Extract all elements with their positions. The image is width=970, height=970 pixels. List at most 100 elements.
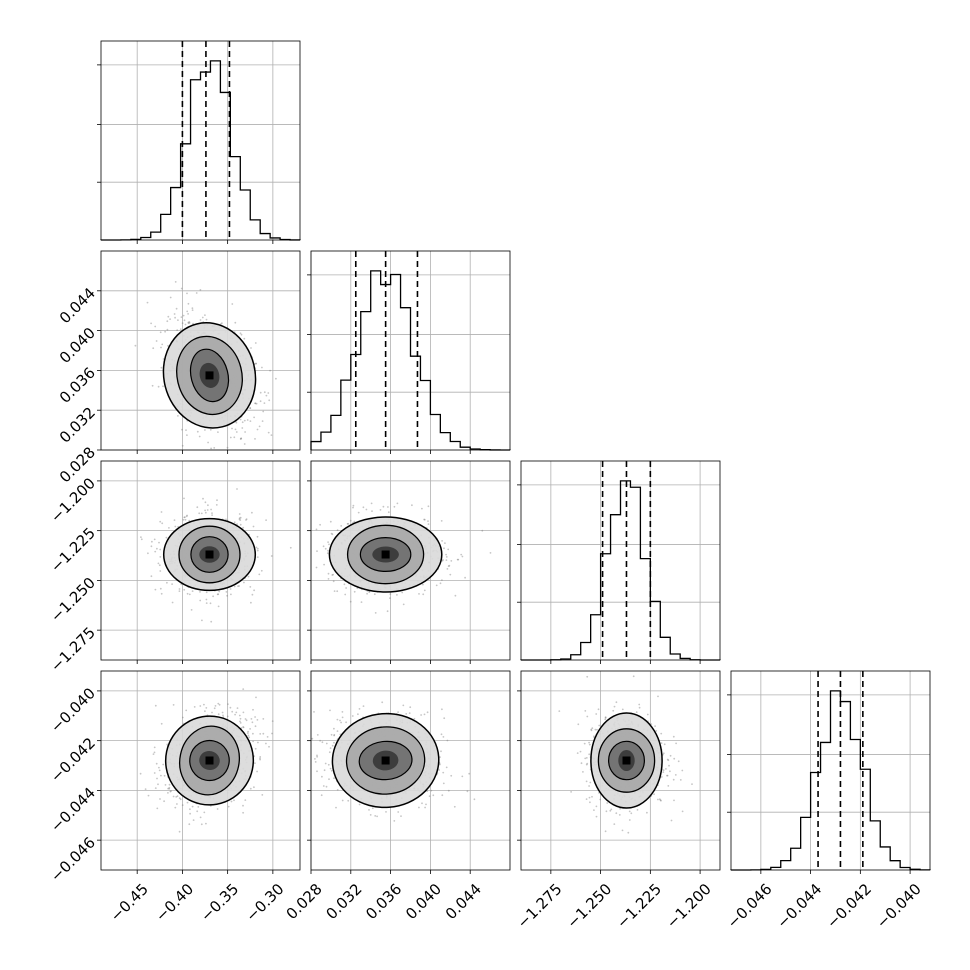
sample-point bbox=[202, 497, 204, 500]
sample-point bbox=[182, 518, 185, 521]
sample-point bbox=[247, 734, 250, 737]
sample-point bbox=[188, 823, 191, 826]
sample-point bbox=[152, 347, 155, 350]
sample-point bbox=[666, 758, 669, 761]
sample-point bbox=[329, 520, 332, 523]
x-tick-label: −1.275 bbox=[514, 880, 566, 932]
sample-point bbox=[613, 705, 616, 708]
sample-point bbox=[134, 344, 137, 347]
sample-point bbox=[583, 742, 586, 745]
sample-point bbox=[207, 441, 210, 444]
sample-point bbox=[669, 754, 672, 757]
sample-point bbox=[247, 575, 250, 578]
panel-frame bbox=[310, 670, 511, 871]
sample-point bbox=[411, 504, 413, 507]
sample-point bbox=[218, 590, 221, 593]
sample-point bbox=[186, 801, 189, 804]
sample-point bbox=[158, 769, 161, 772]
sample-point bbox=[440, 750, 442, 753]
sample-point bbox=[360, 601, 363, 603]
sample-point bbox=[673, 799, 675, 802]
sample-point bbox=[313, 711, 315, 713]
sample-point bbox=[316, 755, 318, 758]
sample-point bbox=[229, 706, 232, 709]
sample-point bbox=[211, 514, 214, 516]
sample-point bbox=[257, 741, 259, 744]
sample-point bbox=[242, 688, 245, 690]
histogram-panel-2 bbox=[517, 460, 721, 664]
sample-point bbox=[445, 556, 448, 558]
sample-point bbox=[627, 831, 630, 834]
panel-frame bbox=[100, 250, 301, 451]
sample-point bbox=[154, 787, 157, 789]
sample-point bbox=[604, 718, 607, 721]
sample-point bbox=[242, 726, 245, 728]
sample-point bbox=[558, 710, 561, 712]
sample-point bbox=[430, 789, 433, 792]
sample-point bbox=[585, 780, 588, 783]
sample-point bbox=[255, 362, 257, 365]
sample-point bbox=[217, 431, 219, 433]
sample-point bbox=[333, 734, 335, 737]
sample-point bbox=[227, 805, 230, 808]
sample-point bbox=[151, 540, 153, 543]
sample-point bbox=[197, 806, 200, 808]
sample-point bbox=[183, 319, 186, 322]
sample-point bbox=[341, 711, 344, 713]
sample-point bbox=[255, 402, 258, 405]
sample-point bbox=[159, 520, 162, 523]
panel-frame bbox=[310, 250, 511, 451]
sample-point bbox=[213, 447, 216, 449]
sample-point bbox=[158, 766, 160, 769]
sample-point bbox=[205, 822, 207, 825]
sample-point bbox=[379, 509, 382, 511]
sample-point bbox=[457, 558, 460, 561]
sample-point bbox=[170, 790, 172, 792]
sample-point bbox=[164, 784, 167, 786]
sample-point bbox=[621, 708, 624, 711]
sample-point bbox=[673, 757, 676, 760]
sample-point bbox=[245, 519, 247, 521]
sample-point bbox=[254, 747, 257, 750]
sample-point bbox=[261, 366, 263, 369]
sample-point bbox=[322, 545, 325, 548]
sample-point bbox=[168, 786, 171, 789]
sample-point bbox=[386, 610, 389, 613]
sample-point bbox=[196, 506, 199, 509]
scatter-panel-2-0 bbox=[97, 460, 301, 664]
sample-point bbox=[153, 751, 156, 754]
sample-point bbox=[422, 583, 424, 586]
sample-point bbox=[347, 522, 350, 525]
sample-point bbox=[191, 309, 194, 311]
sample-point bbox=[427, 520, 429, 522]
y-tick-label: 0.036 bbox=[56, 364, 99, 407]
sample-point bbox=[316, 754, 318, 757]
sample-point bbox=[160, 366, 163, 369]
sample-point bbox=[341, 799, 344, 802]
sample-point bbox=[331, 574, 334, 576]
sample-point bbox=[229, 436, 232, 439]
sample-point bbox=[427, 523, 430, 525]
sample-point bbox=[243, 419, 246, 422]
sample-point bbox=[168, 783, 171, 786]
sample-point bbox=[181, 322, 184, 324]
sample-point bbox=[179, 798, 182, 801]
sample-point bbox=[681, 810, 684, 813]
sample-point bbox=[210, 508, 213, 511]
sample-point bbox=[674, 774, 677, 776]
sample-point bbox=[345, 721, 347, 724]
sample-point bbox=[270, 434, 273, 436]
sample-point bbox=[186, 514, 189, 517]
sample-point bbox=[265, 394, 268, 397]
sample-point bbox=[227, 703, 229, 705]
sample-point bbox=[667, 759, 670, 762]
sample-point bbox=[156, 777, 158, 780]
x-tick-label: 0.028 bbox=[283, 880, 326, 923]
sample-point bbox=[590, 728, 593, 731]
y-tick-label: 0.032 bbox=[56, 403, 99, 446]
sample-point bbox=[233, 585, 236, 588]
sample-point bbox=[201, 316, 204, 319]
sample-point bbox=[204, 511, 207, 514]
sample-point bbox=[239, 438, 242, 440]
sample-point bbox=[327, 763, 330, 766]
